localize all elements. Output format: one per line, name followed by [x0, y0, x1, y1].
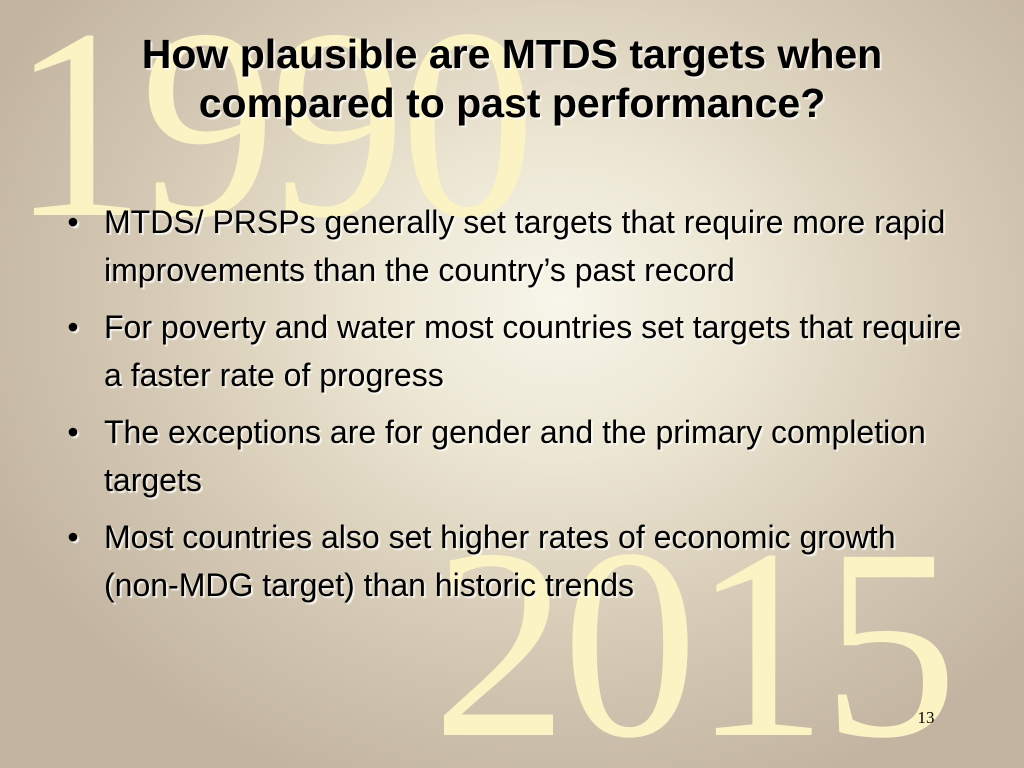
- bullet-item: • The exceptions are for gender and the …: [58, 408, 978, 504]
- watermark-year-bottom: 2015: [432, 493, 958, 768]
- bullet-item: • MTDS/ PRSPs generally set targets that…: [58, 198, 978, 294]
- bullet-marker-icon: •: [67, 204, 79, 240]
- bullet-text: Most countries also set higher rates of …: [104, 519, 896, 603]
- bullet-list: • MTDS/ PRSPs generally set targets that…: [58, 198, 978, 618]
- bullet-text: For poverty and water most countries set…: [104, 309, 962, 393]
- bullet-marker-icon: •: [67, 309, 79, 345]
- bullet-item: • For poverty and water most countries s…: [58, 303, 978, 399]
- bullet-marker-icon: •: [67, 519, 79, 555]
- bullet-text: MTDS/ PRSPs generally set targets that r…: [104, 204, 946, 288]
- bullet-marker-icon: •: [67, 414, 79, 450]
- bullet-text: The exceptions are for gender and the pr…: [104, 414, 926, 498]
- slide-number: 13: [917, 708, 935, 727]
- watermark-year-top: 1990: [10, 0, 536, 274]
- slide-title: How plausible are MTDS targets when comp…: [141, 31, 883, 126]
- bullet-item: • Most countries also set higher rates o…: [58, 513, 978, 609]
